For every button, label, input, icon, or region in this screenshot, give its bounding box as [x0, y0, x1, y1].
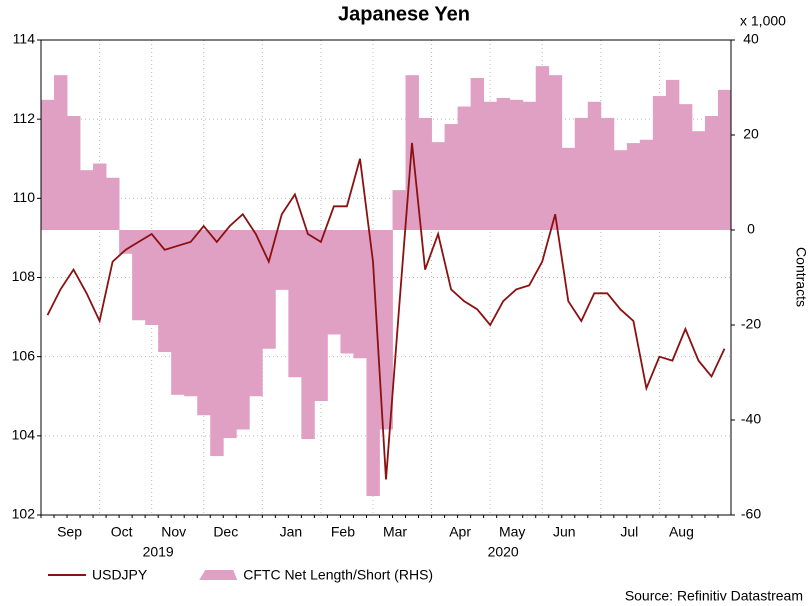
- x-tick-label: Jan: [280, 524, 303, 540]
- cftc-bar: [236, 230, 250, 430]
- y-tick-label: 112: [13, 110, 36, 126]
- cftc-bar: [561, 147, 576, 230]
- cftc-bar: [652, 96, 667, 230]
- chart-title: Japanese Yen: [338, 3, 470, 25]
- y-tick-label: 110: [13, 189, 36, 205]
- y-tick-label: 106: [12, 347, 36, 363]
- x-tick-label: Jun: [553, 524, 576, 540]
- cftc-bar: [600, 117, 615, 230]
- cftc-bar: [574, 117, 589, 230]
- year-label: 2020: [488, 544, 519, 560]
- cftc-bar: [418, 117, 432, 230]
- cftc-bar: [678, 104, 693, 230]
- cftc-bar: [275, 230, 289, 290]
- x-tick-label: Feb: [331, 524, 355, 540]
- cftc-bar: [353, 230, 367, 359]
- y2-tick-label: 0: [747, 221, 755, 237]
- cftc-bar: [535, 66, 550, 230]
- cftc-bar: [444, 124, 459, 230]
- y2-tick-label: 40: [743, 31, 759, 47]
- cftc-bar: [392, 190, 406, 230]
- cftc-bar: [184, 230, 198, 397]
- cftc-bar: [496, 97, 511, 230]
- cftc-bar: [509, 99, 524, 230]
- cftc-bar: [54, 75, 68, 231]
- y2-tick-label: -60: [741, 506, 761, 522]
- y-tick-label: 102: [12, 506, 36, 522]
- cftc-bar: [587, 101, 602, 230]
- cftc-bar: [93, 163, 107, 230]
- cftc-bar: [249, 230, 263, 397]
- cftc-bar: [132, 230, 146, 321]
- cftc-bar: [158, 230, 172, 353]
- x-tick-label: Dec: [213, 524, 238, 540]
- y2-tick-label: 20: [743, 126, 759, 142]
- year-label: 2019: [143, 544, 174, 560]
- cftc-bar: [626, 143, 641, 230]
- legend-label: USDJPY: [92, 567, 148, 583]
- cftc-bar: [210, 230, 224, 457]
- cftc-bar: [67, 116, 81, 230]
- cftc-bar: [314, 230, 328, 401]
- cftc-bar: [522, 101, 537, 230]
- cftc-bar: [301, 230, 315, 439]
- cftc-bar: [80, 170, 94, 230]
- x-tick-label: Sep: [57, 524, 82, 540]
- x-tick-label: May: [499, 524, 525, 540]
- x-tick-label: Nov: [161, 524, 186, 540]
- cftc-bar: [197, 230, 211, 416]
- legend-label: CFTC Net Length/Short (RHS): [243, 567, 433, 583]
- x-tick-label: Apr: [449, 524, 471, 540]
- cftc-bar: [665, 79, 680, 231]
- cftc-bar: [639, 139, 654, 230]
- cftc-bar: [223, 230, 237, 439]
- cftc-bar: [145, 230, 159, 325]
- cftc-bar: [691, 131, 706, 230]
- cftc-bar: [717, 89, 732, 230]
- x-tick-label: Mar: [383, 524, 407, 540]
- y2-tick-label: -40: [741, 411, 761, 427]
- cftc-bar: [457, 106, 472, 230]
- cftc-bar: [366, 230, 380, 496]
- cftc-bar: [288, 230, 302, 378]
- cftc-bar: [340, 230, 354, 354]
- source: Source: Refinitiv Datastream: [625, 588, 803, 604]
- cftc-bar: [171, 230, 185, 395]
- cftc-bar: [704, 116, 719, 230]
- cftc-bar: [106, 177, 120, 230]
- y2-unit: x 1,000: [740, 13, 786, 29]
- cftc-bar: [327, 230, 341, 335]
- y2-tick-label: -20: [741, 316, 761, 332]
- x-tick-label: Oct: [111, 524, 133, 540]
- cftc-bar: [483, 101, 498, 230]
- cftc-bar: [431, 142, 445, 230]
- y-tick-label: 114: [13, 31, 36, 47]
- cftc-bar: [262, 230, 276, 349]
- usdjpy-line: [46, 142, 726, 480]
- cftc-bar: [470, 78, 485, 230]
- y-tick-label: 108: [12, 268, 36, 284]
- plot-frame: [40, 39, 732, 516]
- y2-axis-label: Contracts: [793, 247, 809, 307]
- cftc-bar: [41, 99, 55, 230]
- cftc-bar: [379, 230, 393, 430]
- cftc-bar: [548, 75, 563, 231]
- cftc-bar: [613, 150, 628, 230]
- legend-swatch: [199, 570, 238, 580]
- y-tick-label: 104: [12, 427, 36, 443]
- x-tick-label: Aug: [669, 524, 694, 540]
- x-tick-label: Jul: [620, 524, 638, 540]
